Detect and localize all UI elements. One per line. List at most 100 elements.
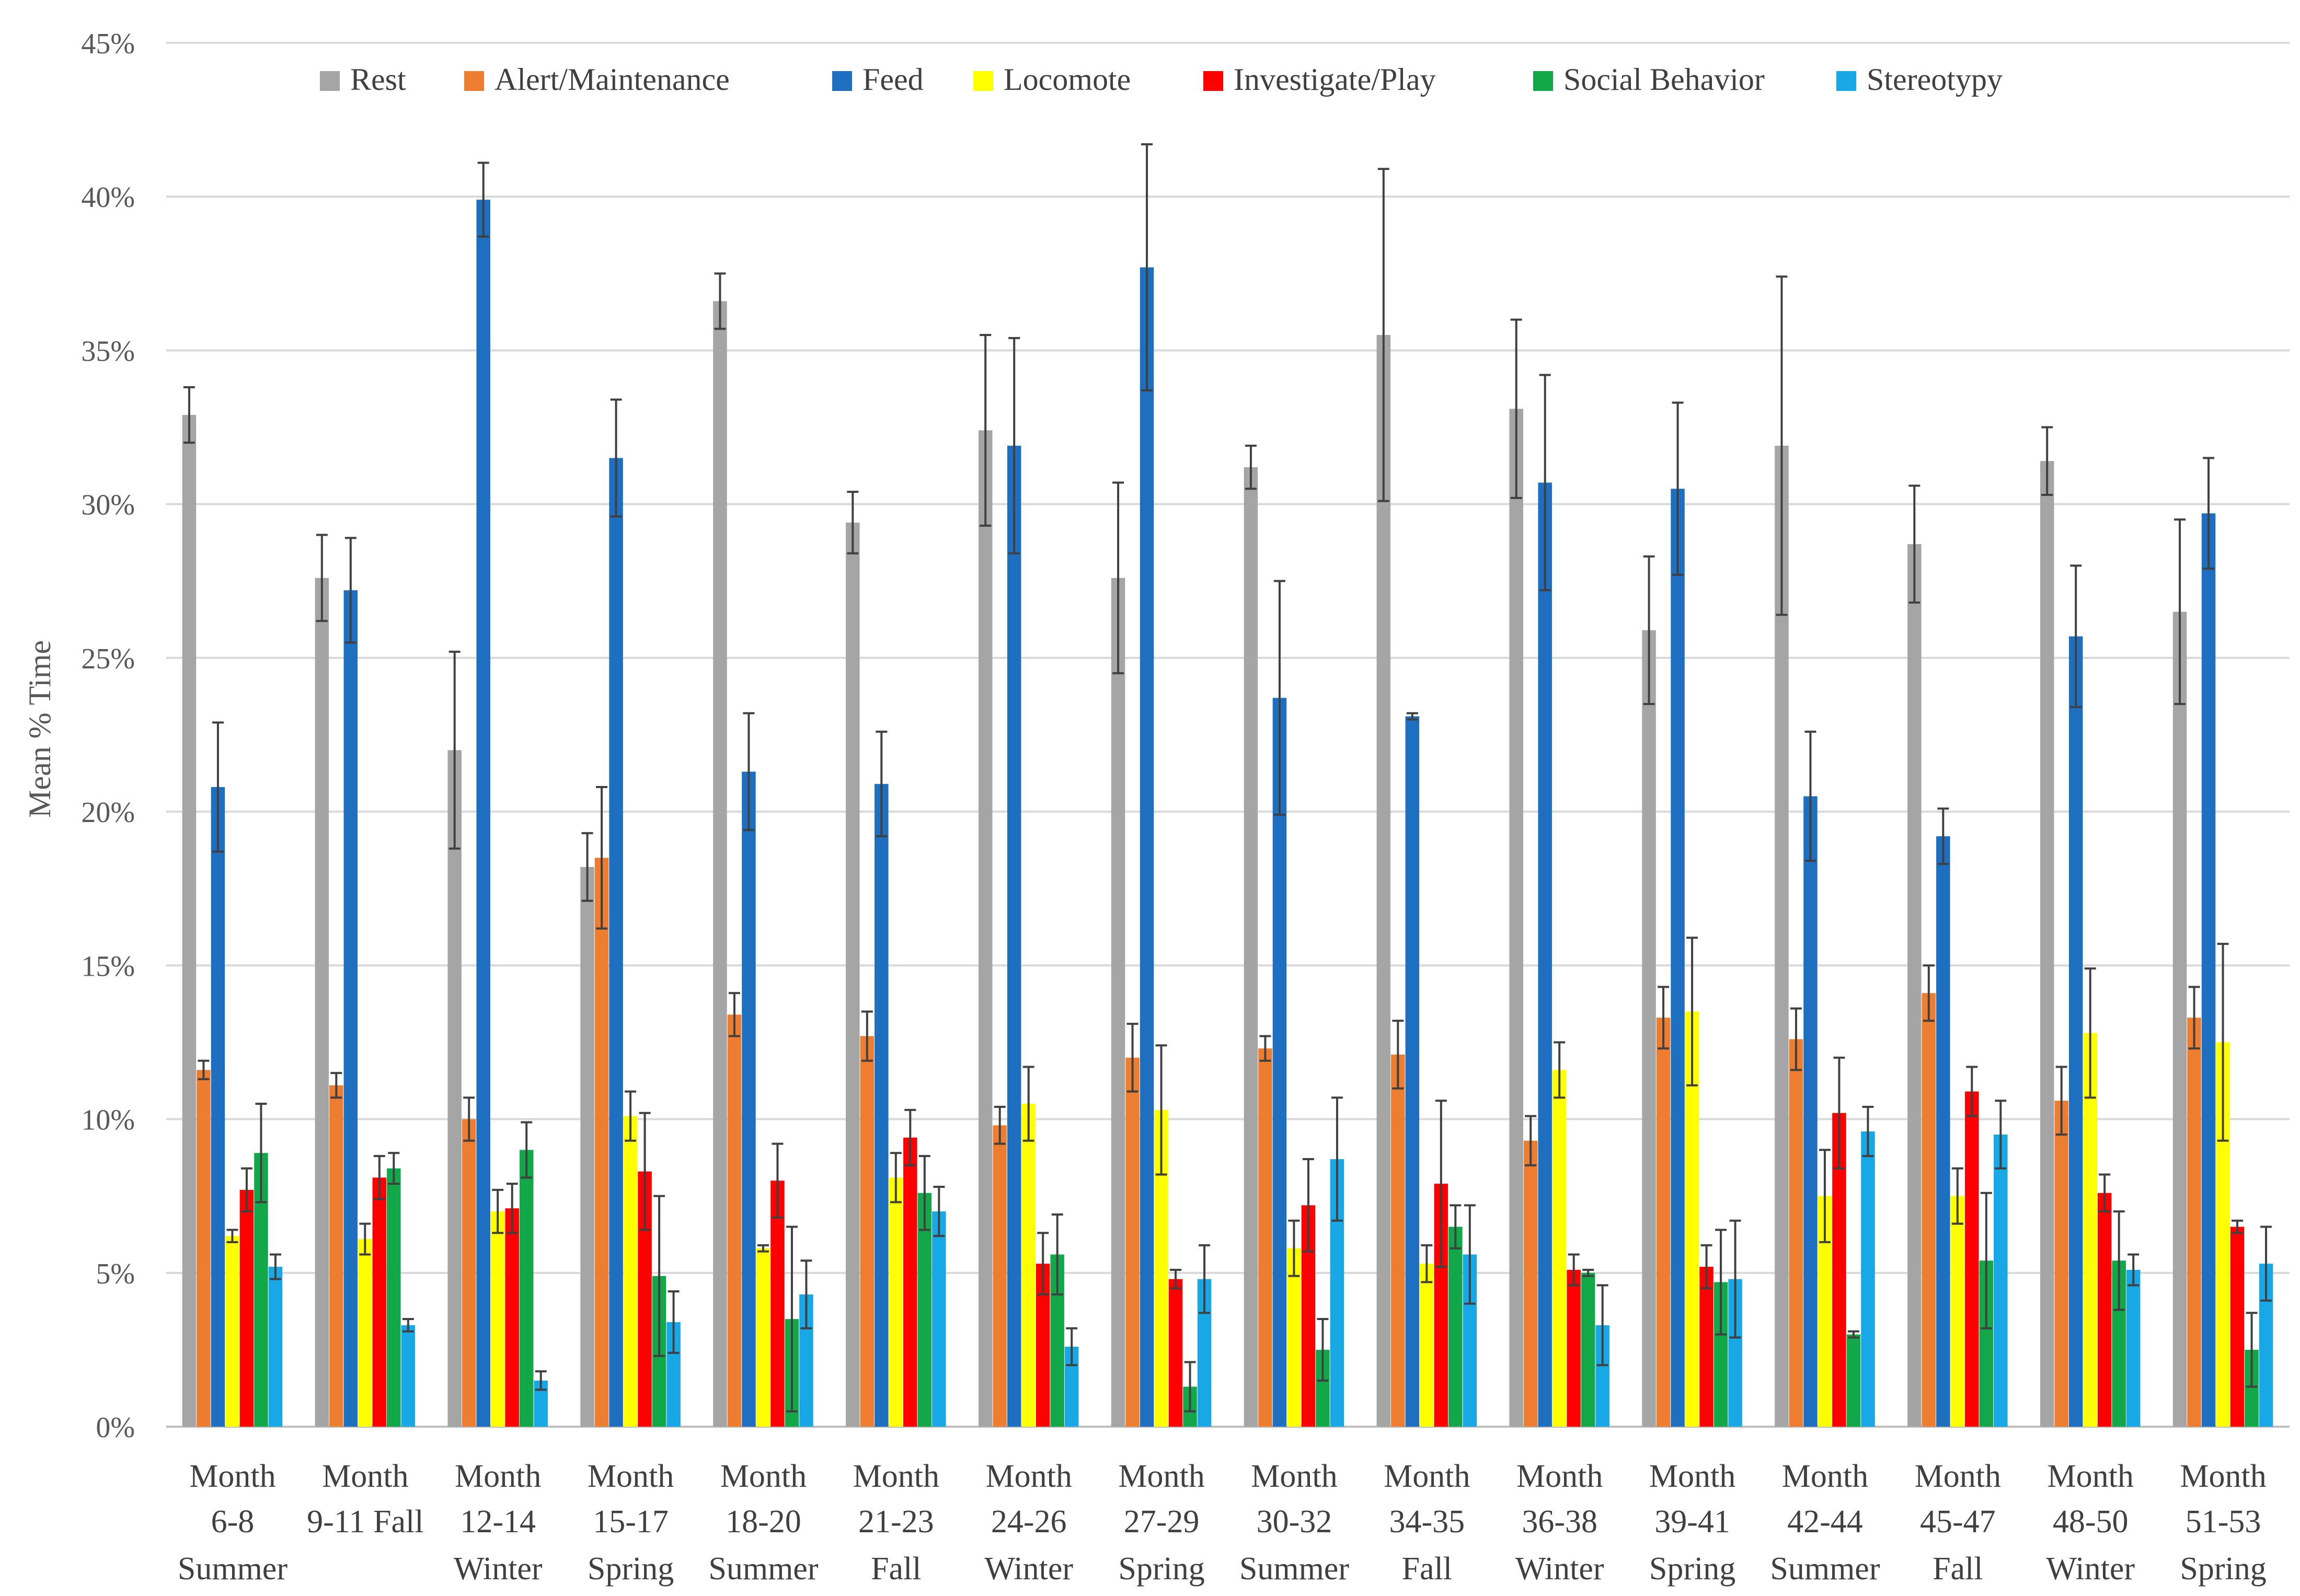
bar-rest	[978, 430, 993, 1427]
bar-feed	[1936, 836, 1950, 1427]
bar-social-behavior	[519, 1150, 534, 1427]
bar-locomote	[1950, 1196, 1965, 1427]
x-category-label: Month	[1782, 1459, 1868, 1494]
legend: Rest Alert/Maintenance Feed Locomote Investi…	[320, 62, 2003, 97]
y-tick-label: 30%	[81, 489, 135, 522]
x-category-label: Month	[588, 1459, 674, 1494]
legend-swatch	[320, 71, 340, 91]
bar-feed	[211, 787, 225, 1427]
legend-swatch	[1836, 71, 1856, 91]
bar-investigate-play	[1699, 1267, 1714, 1427]
y-tick-label: 10%	[81, 1104, 135, 1137]
bar-locomote	[1552, 1070, 1567, 1427]
bar-investigate-play	[2097, 1193, 2112, 1427]
x-category-label: 9-11 Fall	[307, 1504, 423, 1540]
bar-rest	[846, 522, 860, 1427]
x-category-label: Month	[1516, 1459, 1603, 1494]
bar-social-behavior	[1448, 1227, 1463, 1427]
bar-feed	[1803, 796, 1818, 1427]
bar-stereotypy	[2126, 1269, 2141, 1427]
x-category-label: Month	[2048, 1459, 2134, 1494]
y-tick-label: 5%	[96, 1258, 135, 1290]
legend-item-label: Rest	[350, 62, 406, 97]
bar-feed	[1140, 267, 1154, 1427]
x-category-label: Winter	[1515, 1551, 1604, 1587]
y-axis-label: Mean % Time	[22, 640, 57, 818]
bar-alert-maintenance	[2054, 1101, 2068, 1427]
y-tick-label: 0%	[96, 1412, 135, 1444]
bar-feed	[2201, 513, 2216, 1427]
bar-rest	[315, 577, 329, 1427]
legend-swatch	[464, 71, 484, 91]
x-category-label: 51-53	[2186, 1504, 2261, 1540]
bar-alert-maintenance	[197, 1070, 211, 1427]
bar-rest	[2172, 611, 2187, 1427]
x-category-label: 21-23	[858, 1504, 934, 1540]
bar-rest	[1111, 577, 1125, 1427]
x-category-label: 27-29	[1124, 1504, 1200, 1540]
x-category-label: Spring	[2180, 1551, 2266, 1587]
x-category-label: Winter	[454, 1551, 543, 1587]
bar-locomote	[1287, 1248, 1301, 1427]
bar-alert-maintenance	[1125, 1057, 1140, 1427]
bar-stereotypy	[1861, 1131, 1875, 1427]
bar-investigate-play	[1567, 1269, 1581, 1427]
legend-swatch	[973, 71, 993, 91]
x-category-label: 34-35	[1389, 1504, 1465, 1540]
bar-social-behavior	[917, 1193, 932, 1427]
bar-social-behavior	[387, 1168, 401, 1427]
bar-alert-maintenance	[993, 1125, 1007, 1427]
bar-social-behavior	[1581, 1273, 1595, 1427]
bar-stereotypy	[932, 1211, 946, 1427]
bar-rest	[2040, 461, 2054, 1427]
bar-locomote	[490, 1211, 505, 1427]
bar-rest	[713, 301, 727, 1427]
bar-feed	[609, 458, 623, 1427]
x-axis-categories: Month 6-8 Summer Month 9-11 Fall Month 12-14 Wi…	[178, 1459, 2267, 1587]
y-axis-ticks: 0% 5% 10% 15% 20% 25% 30% 35% 40% 45%	[81, 28, 135, 1444]
y-tick-label: 15%	[81, 950, 135, 982]
x-category-label: Month	[1915, 1459, 2001, 1494]
x-category-label: Month	[1649, 1459, 1735, 1494]
bar-alert-maintenance	[1922, 993, 1936, 1427]
legend-swatch	[1533, 71, 1553, 91]
bar-locomote	[623, 1116, 638, 1427]
bar-rest	[1509, 409, 1523, 1427]
bar-alert-maintenance	[1789, 1039, 1803, 1427]
bar-locomote	[756, 1248, 770, 1427]
x-category-label: Winter	[984, 1551, 1073, 1587]
legend-item-label: Investigate/Play	[1234, 62, 1436, 97]
bar-rest	[447, 750, 462, 1427]
bar-stereotypy	[1994, 1134, 2008, 1427]
x-category-label: Month	[853, 1459, 939, 1494]
bar-alert-maintenance	[1656, 1017, 1671, 1427]
x-category-label: 18-20	[726, 1504, 801, 1540]
x-category-label: Month	[322, 1459, 408, 1494]
x-category-label: Summer	[178, 1551, 288, 1587]
x-category-label: Month	[986, 1459, 1072, 1494]
bar-feed	[742, 771, 756, 1427]
bar-investigate-play	[239, 1189, 254, 1427]
bar-investigate-play	[770, 1181, 785, 1427]
bar-alert-maintenance	[860, 1036, 875, 1427]
bar-feed	[476, 200, 490, 1427]
legend-swatch	[1203, 71, 1223, 91]
x-category-label: 30-32	[1257, 1504, 1332, 1540]
bar-rest	[1907, 544, 1922, 1427]
bar-feed	[1671, 489, 1685, 1427]
bar-feed	[1272, 698, 1287, 1427]
bar-investigate-play	[903, 1137, 917, 1427]
bar-rest	[580, 867, 594, 1427]
y-tick-label: 40%	[81, 181, 135, 214]
bar-alert-maintenance	[462, 1119, 476, 1427]
x-category-label: Summer	[1770, 1551, 1880, 1587]
bar-social-behavior	[1846, 1334, 1861, 1427]
bar-stereotypy	[401, 1325, 416, 1427]
bar-rest	[1642, 630, 1656, 1427]
x-category-label: Fall	[871, 1551, 921, 1587]
bar-locomote	[889, 1177, 903, 1427]
x-category-label: Fall	[1402, 1551, 1452, 1587]
bar-investigate-play	[505, 1208, 519, 1427]
x-category-label: Spring	[1649, 1551, 1735, 1587]
bar-alert-maintenance	[1258, 1048, 1272, 1427]
